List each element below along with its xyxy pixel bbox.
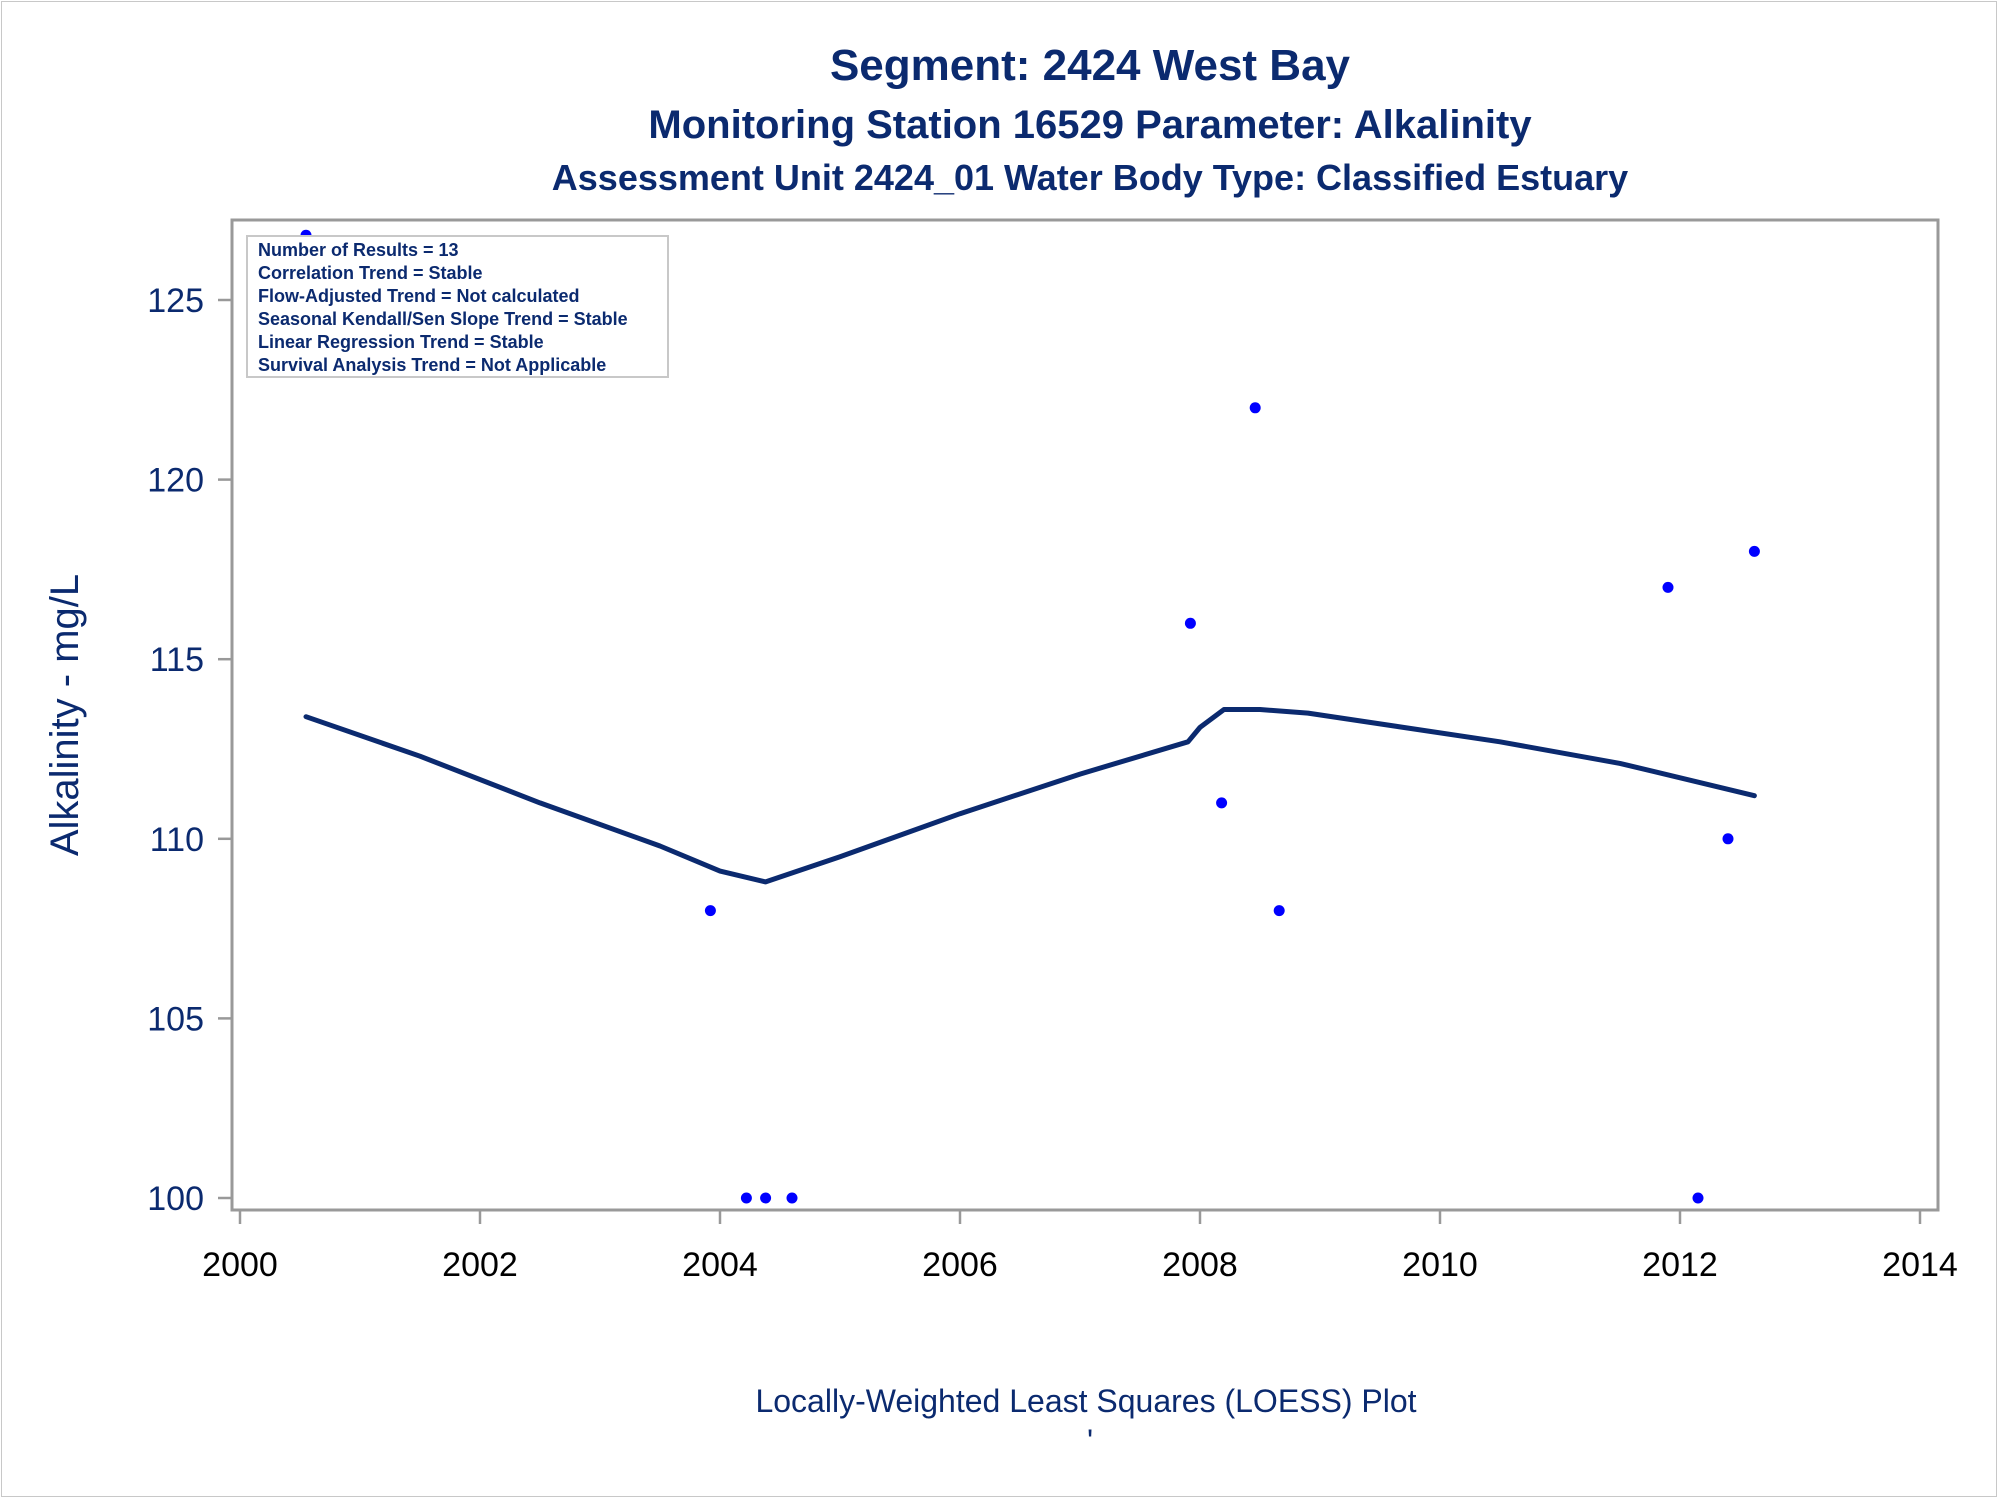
x-tick-label: 2008 xyxy=(1162,1246,1238,1284)
y-axis-label: Alkalinity - mg/L xyxy=(43,574,87,856)
x-tick-label: 2006 xyxy=(922,1246,998,1284)
data-point xyxy=(760,1192,772,1204)
data-point xyxy=(704,905,716,917)
stats-line: Correlation Trend = Stable xyxy=(258,263,483,283)
y-tick-label: 110 xyxy=(150,821,204,859)
y-tick-label: 125 xyxy=(147,282,204,320)
x-axis: 2000 2002 2004 2006 2008 2010 2012 2014 xyxy=(202,1210,1958,1284)
data-point xyxy=(786,1192,798,1204)
loess-series-line xyxy=(303,707,1757,885)
y-axis: 100 105 110 115 120 125 xyxy=(147,282,232,1218)
chart-subtitle-2: Assessment Unit 2424_01 Water Body Type:… xyxy=(552,157,1628,198)
stats-lines: Number of Results = 13 Correlation Trend … xyxy=(258,240,628,375)
y-tick-label: 115 xyxy=(150,641,204,679)
y-tick-label: 100 xyxy=(147,1180,204,1218)
data-point xyxy=(740,1192,752,1204)
x-tick-label: 2002 xyxy=(442,1246,518,1284)
y-tick-label: 105 xyxy=(147,1000,204,1038)
y-tick-label: 120 xyxy=(147,462,204,500)
data-point xyxy=(1692,1192,1704,1204)
data-points xyxy=(300,229,1760,1204)
data-point xyxy=(1748,545,1760,557)
data-point xyxy=(1722,833,1734,845)
x-tick-label: 2010 xyxy=(1402,1246,1478,1284)
stats-line: Flow-Adjusted Trend = Not calculated xyxy=(258,286,580,306)
data-point xyxy=(1662,581,1674,593)
chart-title: Segment: 2424 West Bay xyxy=(830,41,1351,90)
loess-curve xyxy=(303,707,1757,885)
x-tick-label: 2012 xyxy=(1642,1246,1718,1284)
stats-line: Number of Results = 13 xyxy=(258,240,459,260)
data-point xyxy=(1273,905,1285,917)
plot-area xyxy=(230,218,1940,1212)
data-point xyxy=(1249,402,1261,414)
data-point xyxy=(1184,617,1196,629)
x-tick-label: 2014 xyxy=(1882,1246,1958,1284)
stats-line: Linear Regression Trend = Stable xyxy=(258,332,544,352)
footnote-mark: ' xyxy=(1087,1423,1093,1459)
stats-box: Number of Results = 13 Correlation Trend … xyxy=(246,235,669,378)
data-point xyxy=(1216,797,1228,809)
x-tick-label: 2004 xyxy=(682,1246,758,1284)
chart-footnote: Locally-Weighted Least Squares (LOESS) P… xyxy=(755,1383,1416,1419)
x-tick-label: 2000 xyxy=(202,1246,278,1284)
chart-subtitle: Monitoring Station 16529 Parameter: Alka… xyxy=(648,103,1532,147)
stats-box-border xyxy=(246,235,669,378)
stats-line: Seasonal Kendall/Sen Slope Trend = Stabl… xyxy=(258,309,628,329)
stats-line: Survival Analysis Trend = Not Applicable xyxy=(258,355,606,375)
